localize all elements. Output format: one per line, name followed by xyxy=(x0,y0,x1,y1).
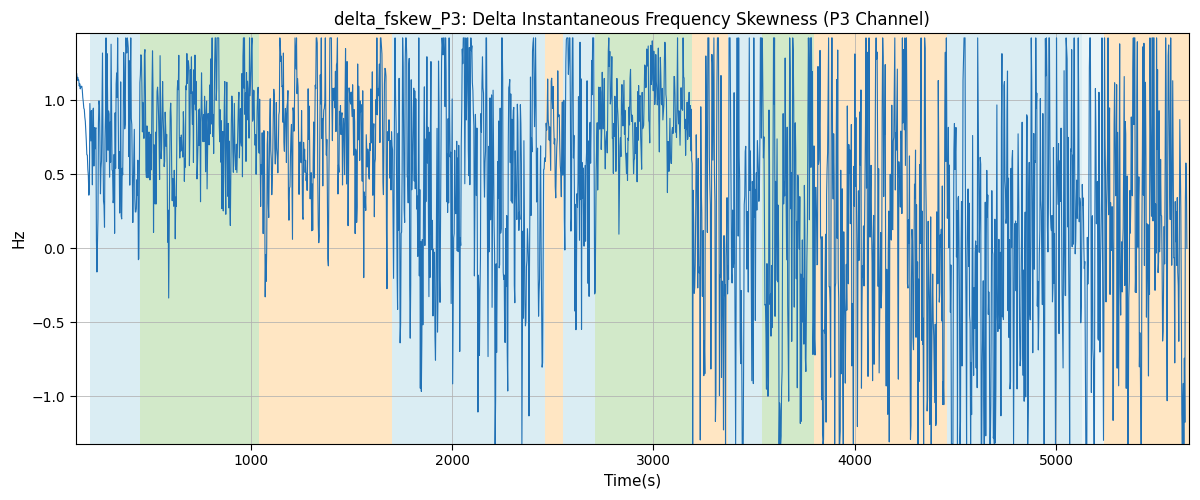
Bar xyxy=(595,34,691,444)
Bar xyxy=(815,34,947,444)
Bar xyxy=(1082,34,1104,444)
Bar xyxy=(691,34,728,444)
Y-axis label: Hz: Hz xyxy=(11,229,26,248)
Bar xyxy=(259,34,391,444)
X-axis label: Time(s): Time(s) xyxy=(604,474,661,489)
Bar xyxy=(1104,34,1189,444)
Bar xyxy=(563,34,595,444)
Bar xyxy=(90,34,140,444)
Bar xyxy=(140,34,259,444)
Bar xyxy=(728,34,762,444)
Bar xyxy=(947,34,1082,444)
Bar xyxy=(762,34,815,444)
Title: delta_fskew_P3: Delta Instantaneous Frequency Skewness (P3 Channel): delta_fskew_P3: Delta Instantaneous Freq… xyxy=(335,11,930,30)
Bar xyxy=(391,34,545,444)
Bar xyxy=(545,34,563,444)
